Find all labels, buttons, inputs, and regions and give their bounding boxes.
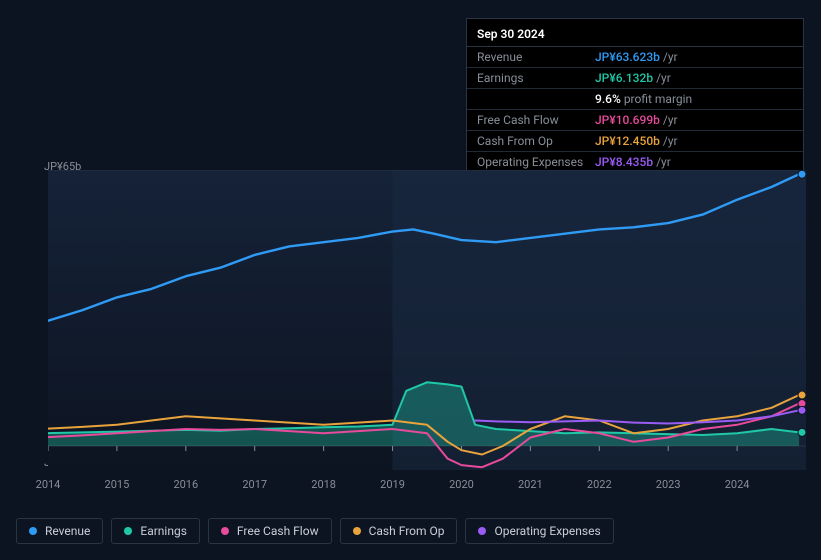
tooltip-row: RevenueJP¥63.623b/yr: [467, 47, 803, 68]
tooltip-row-label: Free Cash Flow: [477, 113, 595, 127]
legend: Revenue Earnings Free Cash Flow Cash From O…: [16, 518, 614, 544]
legend-label: Revenue: [45, 524, 90, 538]
x-tick-label: 2014: [36, 478, 61, 491]
legend-label: Earnings: [140, 524, 187, 538]
tooltip-row-value: JP¥12.450b/yr: [595, 134, 678, 148]
data-tooltip: Sep 30 2024 RevenueJP¥63.623b/yrEarnings…: [466, 18, 804, 176]
legend-item[interactable]: Cash From Op: [340, 518, 458, 544]
x-tick-label: 2023: [656, 478, 681, 491]
legend-item[interactable]: Revenue: [16, 518, 103, 544]
x-tick-label: 2015: [105, 478, 130, 491]
tooltip-row-label: Cash From Op: [477, 134, 595, 148]
legend-swatch: [221, 527, 229, 535]
legend-swatch: [353, 527, 361, 535]
x-tick-label: 2018: [311, 478, 336, 491]
tooltip-row-value: JP¥63.623b/yr: [595, 50, 678, 64]
financials-chart: JP¥65b JP¥0 2014201520162017201820192020…: [16, 160, 806, 515]
tooltip-row: Free Cash FlowJP¥10.699b/yr: [467, 110, 803, 131]
legend-item[interactable]: Free Cash Flow: [208, 518, 332, 544]
tooltip-row: Cash From OpJP¥12.450b/yr: [467, 131, 803, 152]
legend-label: Free Cash Flow: [237, 524, 319, 538]
x-tick-label: 2024: [725, 478, 750, 491]
x-tick-label: 2021: [518, 478, 543, 491]
legend-item[interactable]: Operating Expenses: [465, 518, 613, 544]
legend-item[interactable]: Earnings: [111, 518, 200, 544]
x-tick-label: 2020: [449, 478, 474, 491]
tooltip-row-label: [477, 92, 595, 106]
x-tick-label: 2019: [380, 478, 405, 491]
legend-swatch: [29, 527, 37, 535]
legend-swatch: [478, 527, 486, 535]
legend-label: Operating Expenses: [494, 524, 600, 538]
legend-swatch: [124, 527, 132, 535]
x-tick-label: 2017: [242, 478, 267, 491]
x-axis-labels: 2014201520162017201820192020202120222023…: [48, 478, 806, 498]
tooltip-row-value: JP¥6.132b/yr: [595, 71, 671, 85]
tooltip-row-value: 9.6%profit margin: [595, 92, 692, 106]
tooltip-date: Sep 30 2024: [467, 22, 803, 47]
tooltip-row-label: Earnings: [477, 71, 595, 85]
x-tick-label: 2016: [173, 478, 198, 491]
chart-svg: [48, 170, 806, 470]
tooltip-row: 9.6%profit margin: [467, 89, 803, 110]
tooltip-row: EarningsJP¥6.132b/yr: [467, 68, 803, 89]
legend-label: Cash From Op: [369, 524, 445, 538]
tooltip-row-value: JP¥10.699b/yr: [595, 113, 678, 127]
x-tick-label: 2022: [587, 478, 612, 491]
tooltip-row-label: Revenue: [477, 50, 595, 64]
